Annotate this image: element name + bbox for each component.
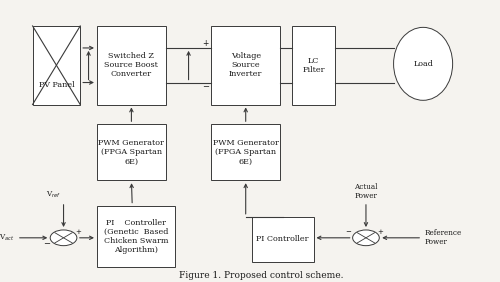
Text: V$_{act}$: V$_{act}$ <box>0 233 14 243</box>
Text: PI Controller: PI Controller <box>256 235 309 243</box>
FancyBboxPatch shape <box>97 124 166 180</box>
Text: Actual
Power: Actual Power <box>354 183 378 201</box>
Text: +: + <box>76 228 81 235</box>
Text: −: − <box>202 82 209 91</box>
Text: −: − <box>346 228 352 235</box>
FancyBboxPatch shape <box>211 124 280 180</box>
FancyBboxPatch shape <box>32 26 80 105</box>
Text: Load: Load <box>413 60 433 68</box>
Text: +: + <box>202 39 208 48</box>
Text: −: − <box>42 239 50 248</box>
Ellipse shape <box>394 27 452 100</box>
Text: Reference
Power: Reference Power <box>424 229 462 246</box>
Text: PI    Controller
(Genetic  Based
Chicken Swarm
Algorithm): PI Controller (Genetic Based Chicken Swa… <box>104 219 168 254</box>
Text: Figure 1. Proposed control scheme.: Figure 1. Proposed control scheme. <box>179 271 344 280</box>
Text: PWM Generator
(FPGA Spartan
6E): PWM Generator (FPGA Spartan 6E) <box>98 139 164 166</box>
Text: Switched Z
Source Boost
Converter: Switched Z Source Boost Converter <box>104 52 158 78</box>
FancyBboxPatch shape <box>97 26 166 105</box>
FancyBboxPatch shape <box>252 217 314 262</box>
Circle shape <box>352 230 380 246</box>
Circle shape <box>50 230 77 246</box>
Text: V$_{ref}$: V$_{ref}$ <box>46 190 61 201</box>
FancyBboxPatch shape <box>97 206 176 267</box>
Text: +: + <box>378 228 384 235</box>
FancyBboxPatch shape <box>211 26 280 105</box>
Text: Voltage
Source
Inverter: Voltage Source Inverter <box>229 52 262 78</box>
Text: PWM Generator
(FPGA Spartan
6E): PWM Generator (FPGA Spartan 6E) <box>213 139 278 166</box>
Text: LC
Filter: LC Filter <box>302 57 325 74</box>
FancyBboxPatch shape <box>292 26 335 105</box>
Text: PV Panel: PV Panel <box>38 81 74 89</box>
